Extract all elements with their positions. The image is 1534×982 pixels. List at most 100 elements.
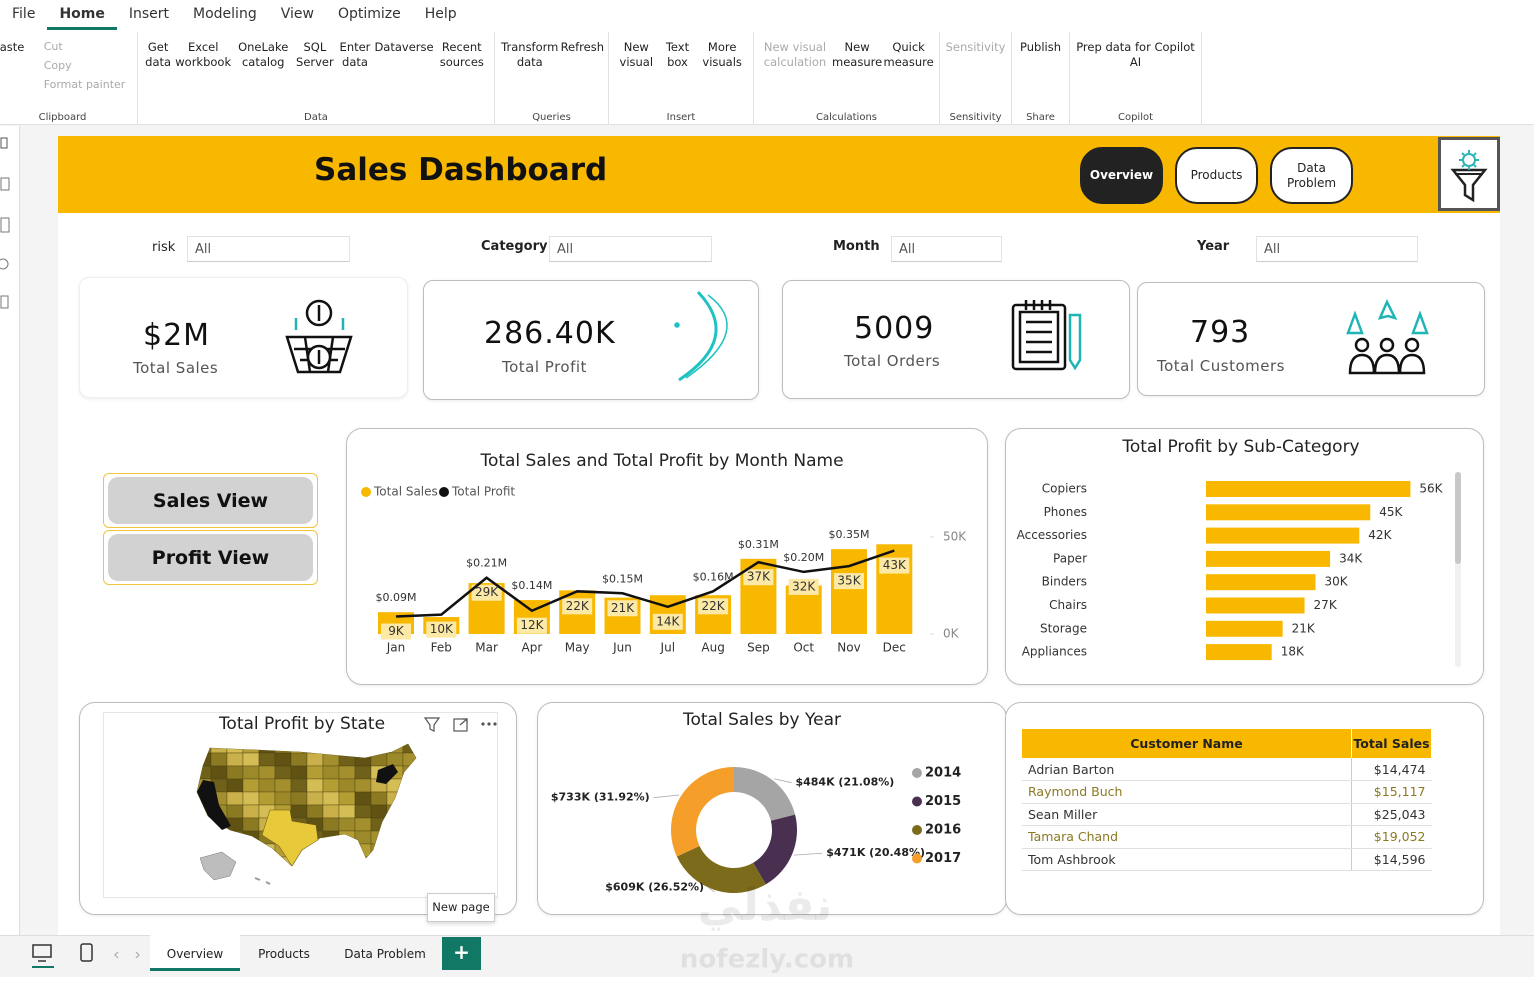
filter-dropdown[interactable]: All [549,236,712,262]
customer-table: Customer Name Total Sales Adrian Barton $14… [1022,729,1432,871]
filter-label: Month [833,239,880,254]
filter-value: All [557,242,574,257]
customer-name: Tom Ashbrook [1028,851,1116,867]
button-label: Format painter [43,78,126,91]
view-button-label: Sales View [108,477,313,524]
ribbon-button[interactable]: New measure [832,34,882,124]
button-label: Cut [43,40,63,53]
ribbon-group: aste Cut Copy Format painter Clipboard [0,32,138,124]
year-chart-card [537,702,1007,915]
nav-button[interactable]: Overview [1080,147,1163,204]
filter-dropdown[interactable]: All [187,236,350,262]
kpi-value: 286.40K [484,316,616,351]
ribbon-button[interactable]: Dataverse [374,34,433,124]
group-label: Queries [532,112,571,123]
nav-button[interactable]: Data Problem [1270,147,1353,204]
ribbon-button[interactable]: aste [0,34,24,124]
page-tab[interactable]: Products [258,947,310,961]
button-label: Get data [145,40,172,69]
ribbon-button[interactable]: Get data [142,34,174,124]
view-buttons: Sales View Profit View [103,473,318,585]
new-page-button[interactable]: + [442,937,481,970]
ribbon-button[interactable]: Refresh [561,34,604,124]
button-label: New visual [619,40,654,69]
ribbon-button[interactable]: Transform data [499,34,561,124]
button-label: New measure [832,40,883,69]
customer-name: Sean Miller [1028,806,1098,822]
ribbon-button[interactable]: Cut [40,40,126,53]
group-label: Copilot [1117,112,1154,123]
ribbon-group: Get data Excel workbook OneLake catalog SQL… [138,32,495,124]
customer-name-cell: Raymond Buch [1022,780,1352,804]
menu-tab[interactable]: View [280,6,314,22]
group-label: Insert [666,112,696,123]
ribbon-button[interactable]: More visuals [695,34,749,124]
kpi-card [782,280,1130,399]
subcategory-chart-card [1005,428,1484,685]
view-switch-icons [32,943,140,968]
ribbon-button[interactable]: Enter data [336,34,375,124]
ribbon-button[interactable]: Format painter [40,78,126,91]
menu-bar: File Home Insert Modeling View Optimize Help [0,0,1534,30]
column-header[interactable]: Customer Name [1022,729,1353,758]
column-header[interactable]: Total Sales [1351,729,1432,758]
kpi-value: 5009 [854,311,935,346]
ribbon-group: New visual Text box More visuals Insert [609,32,754,124]
sidebar-icons [0,137,10,309]
button-label: New visual calculation [763,40,827,69]
group-label: Share [1026,112,1055,123]
ribbon-button[interactable]: Text box [660,34,696,124]
customer-name-cell: Sean Miller [1022,803,1352,826]
button-label: Refresh [560,40,604,54]
customer-name-cell: Tom Ashbrook [1022,848,1352,871]
menu-tab[interactable]: Insert [128,6,170,22]
ribbon-button[interactable]: Prep data for Copilot AI [1074,34,1197,124]
ribbon-button[interactable]: Quick measure [882,34,935,124]
button-label: Excel workbook [175,40,232,69]
button-label: Enter data [339,40,371,69]
filter-pane-button[interactable] [1438,137,1500,211]
menu-tab[interactable]: File [12,6,36,22]
ribbon-group: Transform data Refresh Queries [495,32,609,124]
button-label: Publish [1020,40,1061,54]
nav-button[interactable]: Products [1175,147,1258,204]
filter-value: All [1264,242,1281,257]
menu-tab[interactable]: Home [47,0,117,30]
ribbon-button[interactable]: Excel workbook [174,34,232,124]
ribbon-button[interactable]: Sensitivity [946,34,1006,124]
ribbon-button[interactable]: Copy [40,59,126,72]
table-row: Adrian Barton $14,474 [1022,758,1432,781]
ribbon-button[interactable]: New visual calculation [758,34,832,124]
ribbon-button[interactable]: Publish [1020,34,1061,124]
ribbon-button[interactable]: Recent sources [434,34,490,124]
button-label: Sensitivity [945,40,1006,54]
button-label: Dataverse [374,40,434,54]
button-label: Transform data [501,40,559,69]
page-tab[interactable]: Overview [150,935,240,971]
button-label: OneLake catalog [238,40,289,69]
kpi-label: Total Sales [133,359,219,377]
filter-label: Category [481,239,548,254]
menu-tab[interactable]: Modeling [193,6,257,22]
ribbon-group: New visual calculation New measure Quick m… [754,32,940,124]
ribbon-button[interactable]: OneLake catalog [232,34,294,124]
page-tab[interactable]: Data Problem [344,947,426,961]
page-navigation: Overview Products Data Problem [1080,147,1353,204]
menu-tab[interactable]: Optimize [337,6,401,22]
filter-label: Year [1197,239,1230,254]
button-label: SQL Server [296,40,334,69]
kpi-label: Total Customers [1157,357,1285,375]
table-row: Tamara Chand $19,052 [1022,825,1432,849]
filter-dropdown[interactable]: All [1256,236,1418,262]
ribbon-button[interactable]: SQL Server [294,34,335,124]
menu-tab[interactable]: Help [424,6,457,22]
filter-label: risk [152,240,176,255]
ribbon-button[interactable]: New visual [613,34,660,124]
view-button[interactable]: Profit View [103,530,318,585]
group-label: Calculations [816,112,877,123]
header-band [58,136,1500,213]
filter-value: All [899,242,916,257]
filter-dropdown[interactable]: All [891,236,1002,262]
view-button[interactable]: Sales View [103,473,318,528]
